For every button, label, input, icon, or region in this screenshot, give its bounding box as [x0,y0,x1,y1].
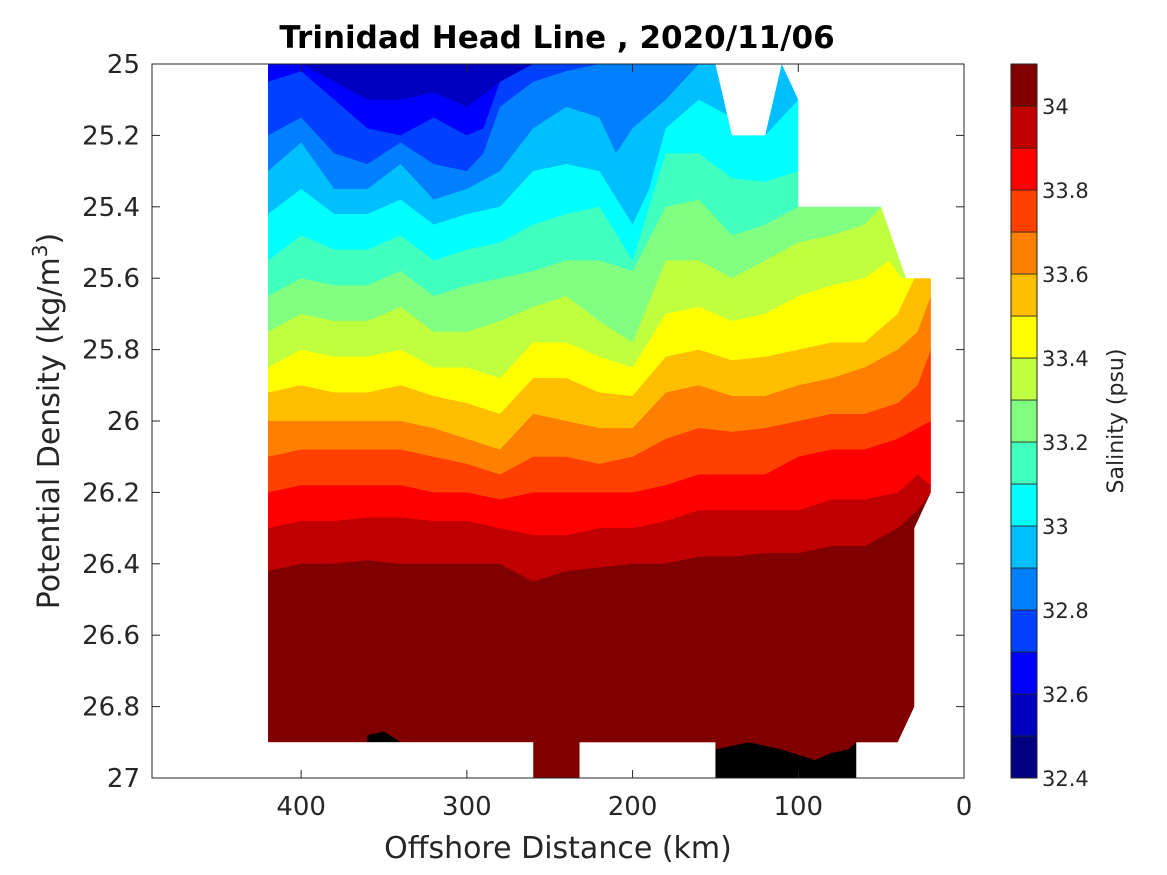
y-tick-label: 25.2 [82,121,140,151]
colorbar-tick-label: 33.2 [1042,431,1089,455]
y-axis-label: Potential Density (kg/m3) [28,233,67,609]
y-axis: 25 25.2 25.4 25.6 25.8 26 26.2 26.4 26.6 26.8 27 [82,50,964,794]
y-tick-label: 25.6 [82,264,140,294]
y-tick-label: 25 [107,50,140,80]
colorbar-swatch [1010,231,1038,275]
colorbar-swatch [1010,357,1038,401]
colorbar-tick-label: 33.4 [1042,347,1089,371]
colorbar-tick-label: 32.6 [1042,683,1089,707]
y-tick-label: 26.6 [82,621,140,651]
colorbar-tick-label: 32.4 [1042,767,1089,791]
x-axis-label: Offshore Distance (km) [384,831,732,866]
colorbar-tick-label: 32.8 [1042,599,1089,623]
contour-band-34-1 [268,528,964,778]
x-tick-label: 400 [276,792,326,822]
contour-band-34-3 [715,742,857,778]
x-tick-label: 300 [442,792,492,822]
colorbar-swatch [1010,147,1038,191]
colorbar-swatch [1010,315,1038,359]
x-tick-label: 0 [956,792,973,822]
no-data-bottom-b [579,742,716,778]
colorbar-swatch [1010,441,1038,485]
y-tick-label: 25.8 [82,336,140,366]
colorbar-swatch [1010,735,1038,779]
colorbar-tick-label: 33.8 [1042,179,1089,203]
y-tick-label: 26 [107,407,140,437]
y-tick-label: 27 [107,764,140,794]
colorbar-label: Salinity (psu) [1104,349,1129,494]
colorbar-frame [1010,63,1038,779]
colorbar-tick-label: 34 [1042,95,1069,119]
no-data-mask [152,64,964,778]
colorbar-swatch [1010,609,1038,653]
y-tick-label: 26.2 [82,478,140,508]
colorbar-swatch [1010,105,1038,149]
colorbar: 32.4 32.6 32.8 33 33.2 33.4 33.6 33.8 34 [1010,63,1089,791]
y-tick-label: 26.8 [82,693,140,723]
y-tick-label: 25.4 [82,193,140,223]
colorbar-swatch [1010,189,1038,233]
x-tick-label: 200 [608,792,658,822]
colorbar-swatch [1010,273,1038,317]
no-data-bottom-a [152,742,534,778]
y-axis-label-superscript: 3 [28,244,52,257]
y-tick-label: 26.4 [82,550,140,580]
colorbar-swatch [1010,483,1038,527]
colorbar-swatch [1010,399,1038,443]
colorbar-tick-label: 33 [1042,515,1069,539]
colorbar-tick-label: 33.6 [1042,263,1089,287]
x-tick-label: 100 [773,792,823,822]
chart-title: Trinidad Head Line , 2020/11/06 [279,20,834,56]
y-axis-label-main: Potential Density (kg/m [32,257,67,609]
colorbar-swatch [1010,651,1038,695]
no-data-left [152,64,268,778]
colorbar-swatch [1010,567,1038,611]
y-axis-label-close: ) [32,233,67,245]
colorbar-swatch [1010,525,1038,569]
plot-area: 400 300 200 100 0 25 25.2 25.4 25.6 25.8 26 26.2 26… [82,50,972,822]
colorbar-swatch [1010,693,1038,737]
colorbar-swatch [1010,63,1038,107]
no-data-bottom-c [856,742,964,778]
no-data-right [715,64,964,778]
x-axis: 400 300 200 100 0 [276,64,972,822]
